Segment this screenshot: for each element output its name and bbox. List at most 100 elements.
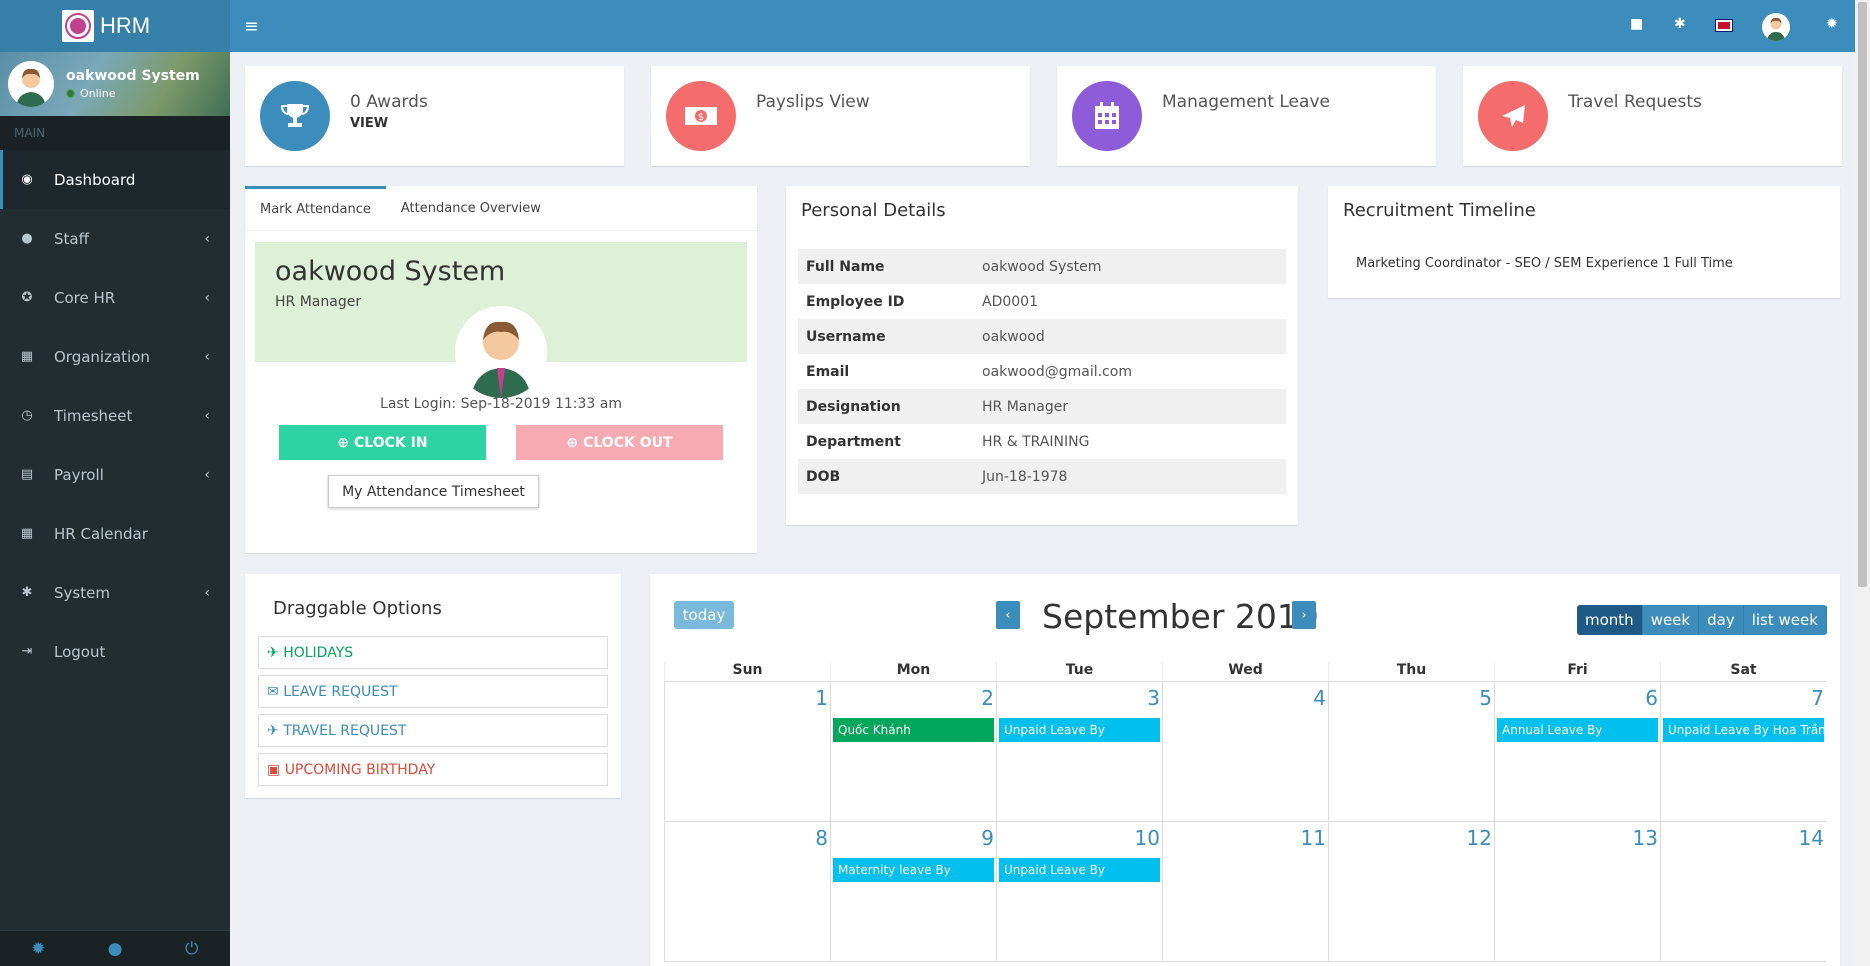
- awards-view-link[interactable]: VIEW: [350, 116, 389, 131]
- calendar-view-list-week[interactable]: list week: [1743, 605, 1827, 635]
- day-number[interactable]: 6: [1645, 686, 1658, 710]
- power-icon[interactable]: ⏻: [184, 939, 199, 959]
- personal-details-table: Full Name oakwood System Employee ID AD000…: [798, 249, 1286, 494]
- travel-requests-infobox[interactable]: Travel Requests: [1463, 66, 1842, 166]
- day-header: Mon: [830, 662, 996, 681]
- sidebar-item-organization[interactable]: ▦ Organization ‹: [0, 327, 230, 386]
- calendar-title: September 2019: [1042, 597, 1319, 636]
- gift-icon: ▣: [267, 761, 285, 778]
- calendar-today-button[interactable]: today: [674, 601, 734, 629]
- sidebar-item-core-hr[interactable]: ✪ Core HR ‹: [0, 268, 230, 327]
- brand-logo-icon: [62, 10, 94, 42]
- language-flag-icon[interactable]: [1715, 19, 1733, 32]
- day-number[interactable]: 10: [1134, 826, 1160, 850]
- day-number[interactable]: 9: [981, 826, 994, 850]
- tab-attendance-overview[interactable]: Attendance Overview: [400, 201, 541, 216]
- calendar-day[interactable]: 4: [1162, 682, 1328, 821]
- calendar-day[interactable]: 10 Unpaid Leave By: [996, 822, 1162, 961]
- user-icon: ●: [21, 231, 33, 246]
- day-number[interactable]: 8: [815, 826, 828, 850]
- day-number[interactable]: 11: [1300, 826, 1326, 850]
- profile-user-icon[interactable]: ●: [107, 939, 123, 959]
- page-scrollbar[interactable]: [1855, 0, 1870, 966]
- payslips-infobox[interactable]: $ Payslips View: [651, 66, 1030, 166]
- day-number[interactable]: 5: [1479, 686, 1492, 710]
- calendar-day[interactable]: 8: [664, 822, 830, 961]
- calendar-day[interactable]: 12: [1328, 822, 1494, 961]
- calendar-day[interactable]: 2 Quốc Khánh: [830, 682, 996, 821]
- attendance-avatar: [455, 306, 547, 398]
- day-number[interactable]: 13: [1632, 826, 1658, 850]
- calendar-day[interactable]: 1: [664, 682, 830, 821]
- calendar-day[interactable]: 3 Unpaid Leave By: [996, 682, 1162, 821]
- calendar-day[interactable]: 14: [1660, 822, 1826, 961]
- trophy-icon: [260, 81, 330, 151]
- clock-in-button[interactable]: ⊕ CLOCK IN: [279, 425, 486, 460]
- draggable-leave-request[interactable]: ✉ LEAVE REQUEST: [258, 675, 608, 708]
- clock-out-button[interactable]: ⊕ CLOCK OUT: [516, 425, 723, 460]
- draggable-upcoming-birthday[interactable]: ▣ UPCOMING BIRTHDAY: [258, 753, 608, 786]
- management-leave-infobox[interactable]: Management Leave: [1057, 66, 1436, 166]
- calendar-day[interactable]: 11: [1162, 822, 1328, 961]
- calendar-day[interactable]: 13: [1494, 822, 1660, 961]
- chat-icon[interactable]: ■: [1630, 16, 1644, 32]
- my-attendance-timesheet-button[interactable]: My Attendance Timesheet: [328, 475, 539, 508]
- calendar-day[interactable]: 5: [1328, 682, 1494, 821]
- draggable-travel-request[interactable]: ✈ TRAVEL REQUEST: [258, 714, 608, 747]
- sidebar-item-logout[interactable]: ⇥ Logout: [0, 622, 230, 681]
- day-number[interactable]: 7: [1811, 686, 1824, 710]
- calendar-event[interactable]: Maternity leave By: [833, 858, 994, 882]
- sidebar-item-dashboard[interactable]: ◉ Dashboard: [0, 150, 230, 209]
- day-number[interactable]: 2: [981, 686, 994, 710]
- user-status[interactable]: Online: [80, 87, 116, 100]
- calendar-next-button[interactable]: ›: [1292, 601, 1316, 629]
- sidebar-item-timesheet[interactable]: ◷ Timesheet ‹: [0, 386, 230, 445]
- calendar-event[interactable]: Unpaid Leave By: [999, 718, 1160, 742]
- recruitment-item[interactable]: Marketing Coordinator - SEO / SEM Experi…: [1356, 256, 1733, 271]
- calendar-day[interactable]: 7 Unpaid Leave By Hoa Trần: [1660, 682, 1826, 821]
- sidebar-item-system[interactable]: ✱ System ‹: [0, 563, 230, 622]
- sidebar-item-label: Timesheet: [54, 406, 133, 425]
- day-number[interactable]: 14: [1798, 826, 1824, 850]
- day-number[interactable]: 1: [815, 686, 828, 710]
- calendar-event[interactable]: Unpaid Leave By: [999, 858, 1160, 882]
- brand-name: HRM: [100, 13, 151, 38]
- asterisk-icon[interactable]: ✱: [1674, 16, 1686, 32]
- calendar-day[interactable]: 9 Maternity leave By: [830, 822, 996, 961]
- tab-mark-attendance[interactable]: Mark Attendance: [245, 186, 386, 230]
- menu-toggle-icon[interactable]: ≡: [244, 16, 260, 37]
- top-user-avatar[interactable]: [1762, 13, 1790, 41]
- sidebar-item-label: HR Calendar: [54, 524, 148, 543]
- sidebar-item-label: System: [54, 583, 110, 602]
- chevron-left-icon: ‹: [1005, 607, 1011, 623]
- calendar-view-week[interactable]: week: [1642, 605, 1700, 635]
- sidebar-footer: ✹ ● ⏻: [0, 930, 230, 966]
- calendar-event[interactable]: Unpaid Leave By Hoa Trần: [1663, 718, 1824, 742]
- calendar-event[interactable]: Quốc Khánh: [833, 718, 994, 742]
- calendar-view-day[interactable]: day: [1699, 605, 1744, 635]
- sidebar-item-label: Logout: [54, 642, 106, 661]
- day-header: Fri: [1494, 662, 1660, 681]
- draggable-holidays[interactable]: ✈ HOLIDAYS: [258, 636, 608, 669]
- calendar-week: 8 9 Maternity leave By 10 Unpaid Leave By …: [664, 822, 1826, 962]
- sidebar-item-payroll[interactable]: ▤ Payroll ‹: [0, 445, 230, 504]
- calendar-grid: Sun Mon Tue Wed Thu Fri Sat 1 2 Quốc Khán…: [664, 662, 1826, 962]
- calendar-prev-button[interactable]: ‹: [996, 601, 1020, 629]
- sidebar-item-staff[interactable]: ● Staff ‹: [0, 209, 230, 268]
- day-number[interactable]: 3: [1147, 686, 1160, 710]
- calendar-view-month[interactable]: month: [1577, 605, 1643, 635]
- day-number[interactable]: 12: [1466, 826, 1492, 850]
- table-row: Email oakwood@gmail.com: [806, 363, 1132, 380]
- user-panel: oakwood System Online: [0, 52, 230, 116]
- awards-infobox[interactable]: 0 Awards VIEW: [245, 66, 624, 166]
- day-number[interactable]: 4: [1313, 686, 1326, 710]
- travel-requests-label: Travel Requests: [1568, 92, 1702, 112]
- settings-gear-icon[interactable]: ✹: [31, 939, 46, 959]
- calendar-event[interactable]: Annual Leave By: [1497, 718, 1658, 742]
- brand[interactable]: HRM: [0, 0, 230, 52]
- calendar-day[interactable]: 6 Annual Leave By: [1494, 682, 1660, 821]
- last-login-text: Last Login: Sep-18-2019 11:33 am: [380, 396, 622, 412]
- gear-icon[interactable]: ✹: [1826, 16, 1838, 32]
- sidebar: HRM oakwood System Online MAIN ◉ Dashboa…: [0, 0, 230, 966]
- sidebar-item-hr-calendar[interactable]: ▦ HR Calendar: [0, 504, 230, 563]
